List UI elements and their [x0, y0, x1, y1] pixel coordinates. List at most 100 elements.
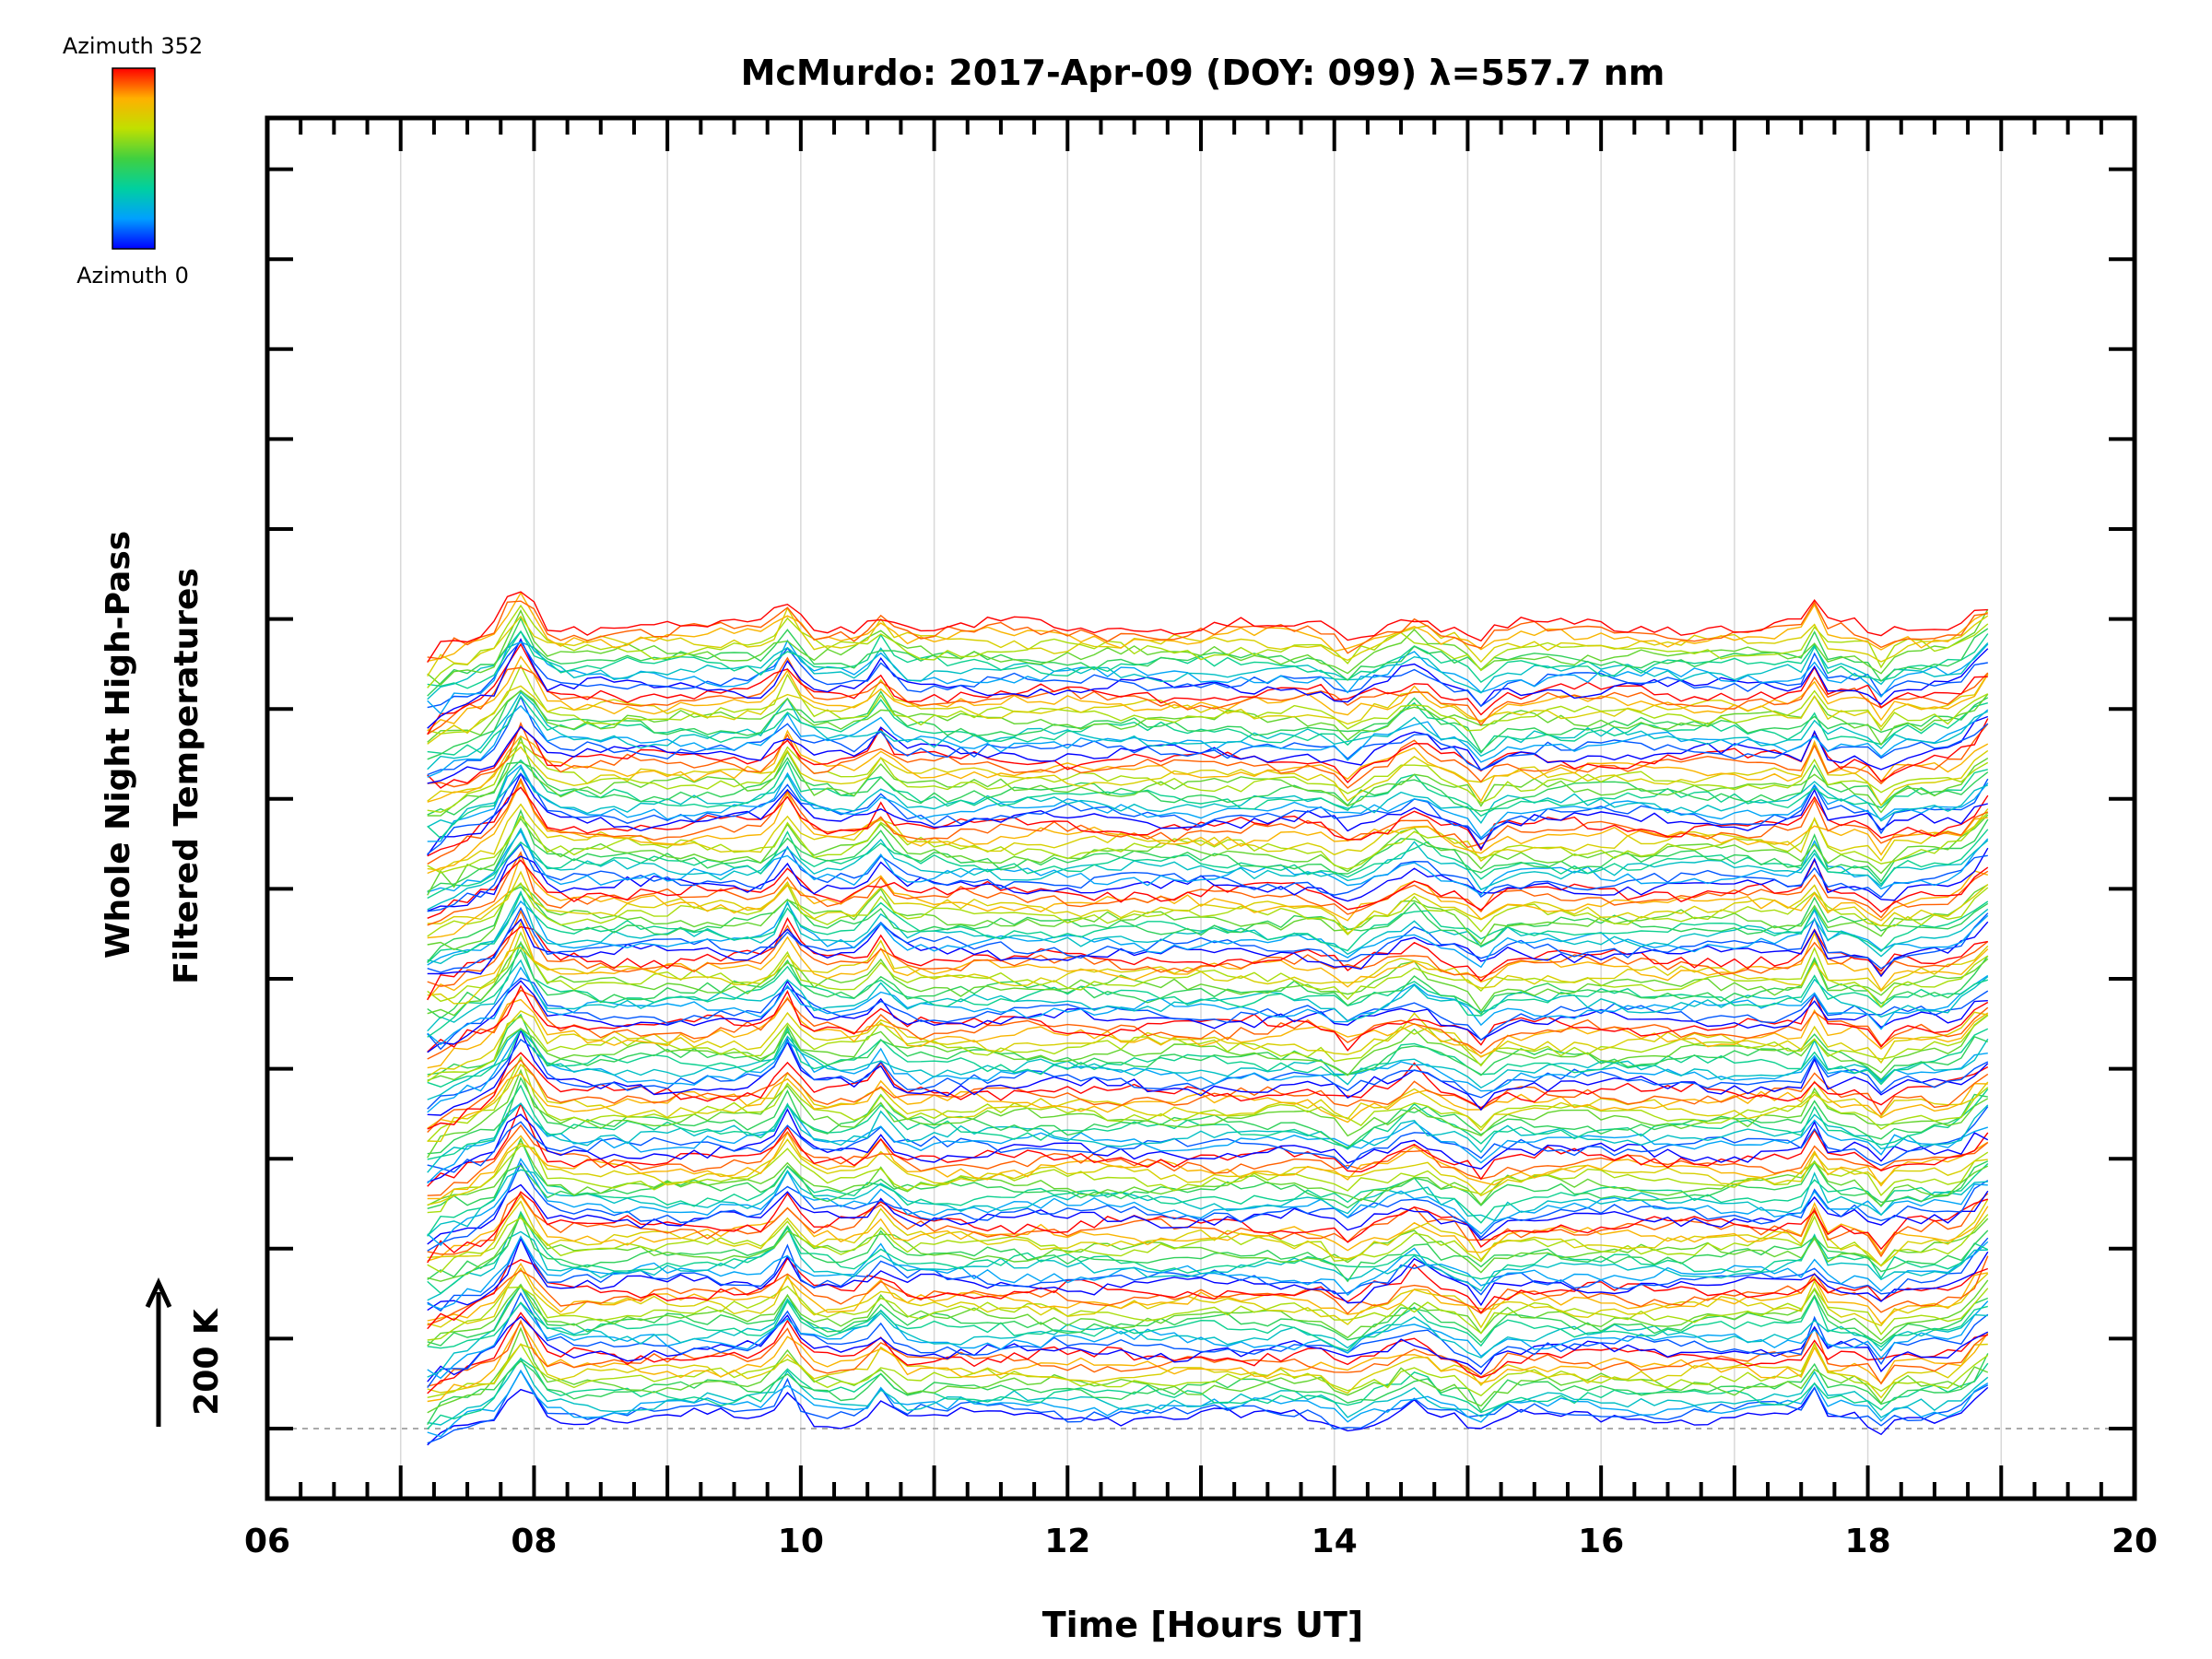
series-line: [427, 777, 1989, 865]
series-line: [427, 1369, 1989, 1444]
series-line: [427, 715, 1989, 784]
x-tick-label: 18: [1845, 1523, 1891, 1560]
series-line: [427, 814, 1989, 896]
series-line: [427, 629, 1989, 689]
y-axis-label-line1: Whole Night High-Pass: [100, 531, 137, 959]
series-line: [427, 757, 1989, 816]
series-line: [427, 1052, 1989, 1130]
colorbar-top-label: Azimuth 352: [63, 33, 203, 59]
series-line: [427, 759, 1988, 840]
series-line: [427, 966, 1989, 1046]
series-line: [427, 853, 1989, 939]
series-line: [427, 984, 1989, 1053]
series-line: [427, 1212, 1989, 1283]
series-line: [427, 1342, 1989, 1398]
series-line: [427, 883, 1989, 950]
series-line: [427, 741, 1989, 814]
series-line: [427, 629, 1989, 700]
series-line: [427, 1285, 1989, 1341]
series-line: [427, 1319, 1989, 1387]
series-line: [427, 1059, 1989, 1133]
series-line: [427, 909, 1989, 987]
series-line: [427, 764, 1989, 842]
series-line: [427, 1262, 1988, 1325]
series-line: [427, 1266, 1989, 1329]
series-line: [427, 690, 1989, 771]
series-line: [427, 918, 1989, 978]
series-line: [427, 1255, 1989, 1326]
series-line: [427, 1370, 1989, 1438]
series-line: [427, 931, 1989, 1008]
colorbar-gradient: [112, 67, 156, 250]
colorbar-bottom-label: Azimuth 0: [76, 263, 189, 288]
series-line: [427, 766, 1989, 828]
series-line: [427, 1312, 1988, 1394]
series-line: [427, 1102, 1989, 1173]
axis-ticks: [265, 118, 2136, 1499]
series-line: [427, 780, 1988, 875]
series-line: [427, 642, 1988, 735]
series-line: [427, 906, 1989, 973]
series-line: [427, 718, 1989, 789]
series-line: [427, 1295, 1988, 1352]
series-line: [427, 1073, 1988, 1129]
series-line: [427, 729, 1989, 803]
series-line: [427, 1055, 1989, 1143]
series-line: [427, 941, 1989, 1017]
series-line: [427, 1353, 1989, 1426]
series-line: [427, 689, 1989, 760]
series-line: [427, 1257, 1989, 1330]
series-line: [427, 1279, 1989, 1347]
series-line: [427, 1068, 1989, 1159]
series-line: [427, 940, 1989, 1038]
series-line: [427, 606, 1989, 677]
series-line: [427, 1014, 1989, 1081]
series-line: [427, 995, 1989, 1069]
x-tick-labels: 06 08 10 12 14 16 18 20: [244, 1523, 2158, 1560]
series-line: [427, 1198, 1989, 1267]
series-line: [427, 640, 1988, 709]
series-line: [427, 989, 1989, 1060]
series-line: [427, 1358, 1989, 1430]
series-line: [427, 829, 1989, 900]
series-line: [427, 858, 1989, 919]
series-line: [427, 1291, 1989, 1389]
colorbar-legend: Azimuth 352 Azimuth 0: [63, 33, 203, 288]
x-tick-label: 10: [778, 1523, 824, 1560]
series-line: [427, 827, 1989, 911]
series-line: [427, 1191, 1989, 1264]
series-line: [427, 916, 1988, 1001]
series-line: [427, 600, 1988, 660]
series-line: [427, 851, 1989, 926]
series-line: [427, 786, 1989, 857]
series-line: [427, 704, 1989, 778]
series-line: [427, 881, 1989, 937]
series-line: [427, 1124, 1989, 1196]
series-lines: [427, 591, 1989, 1446]
x-tick-label: 14: [1312, 1523, 1358, 1560]
chart-title: McMurdo: 2017-Apr-09 (DOY: 099) λ=557.7 …: [741, 53, 1665, 93]
series-line: [427, 1064, 1989, 1143]
series-line: [427, 870, 1989, 935]
series-line: [427, 1214, 1989, 1274]
x-axis-label: Time [Hours UT]: [1042, 1605, 1364, 1645]
series-line: [427, 980, 1988, 1053]
series-line: [427, 1386, 1989, 1446]
series-line: [427, 591, 1988, 663]
series-line: [427, 939, 1989, 1005]
series-line: [427, 1138, 1989, 1207]
y-axis-label-line2: Filtered Temperatures: [168, 568, 206, 984]
x-tick-label: 20: [2112, 1523, 2158, 1560]
series-line: [427, 842, 1988, 912]
series-line: [427, 900, 1989, 969]
series-line: [427, 656, 1989, 735]
series-line: [427, 1027, 1989, 1088]
x-tick-label: 06: [244, 1523, 290, 1560]
series-line: [427, 812, 1989, 874]
series-line: [427, 1237, 1989, 1312]
series-line: [427, 921, 1989, 1000]
series-line: [427, 847, 1989, 912]
scale-label: 200 K: [188, 1308, 226, 1416]
series-line: [427, 772, 1988, 856]
series-line: [427, 673, 1989, 745]
